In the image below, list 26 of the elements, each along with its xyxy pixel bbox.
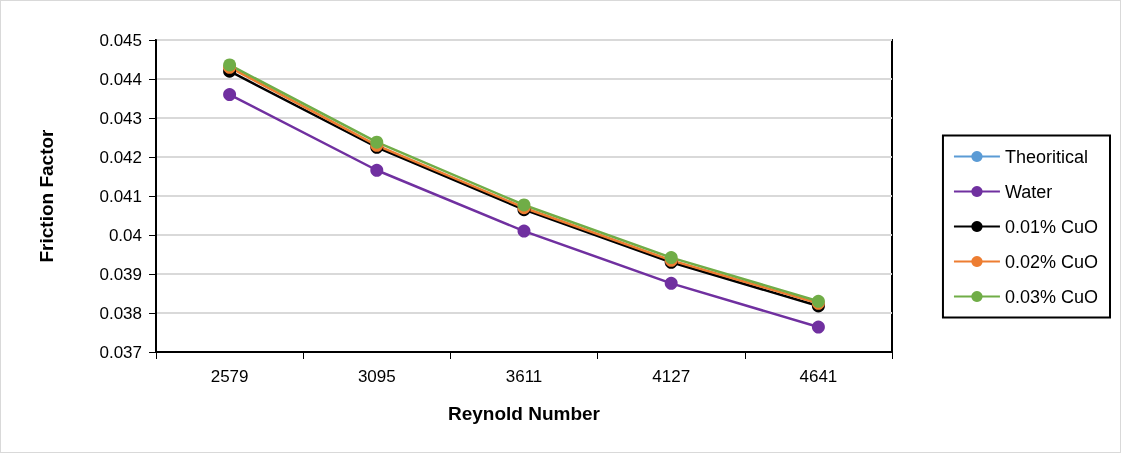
point [223, 88, 237, 102]
x-tick-label: 4641 [799, 367, 838, 386]
y-tick-label: 0.038 [99, 303, 142, 323]
point [811, 320, 825, 334]
y-tick-label: 0.039 [99, 264, 142, 284]
y-axis-title: Friction Factor [36, 128, 57, 263]
x-tick-label: 3611 [505, 367, 543, 386]
x-tick-label: 4127 [652, 367, 691, 386]
x-tick-label: 2579 [210, 367, 249, 386]
legend-label: Theoritical [1004, 146, 1088, 167]
y-tick-label: 0.042 [99, 147, 142, 167]
y-tick-label: 0.043 [99, 108, 142, 128]
y-tick-label: 0.037 [99, 342, 142, 362]
x-tick-label: 3095 [357, 367, 396, 386]
y-tick-label: 0.04 [108, 225, 142, 245]
legend-label: 0.03% CuO [1004, 286, 1099, 307]
x-axis-title: Reynold Number [447, 403, 601, 424]
point [664, 276, 678, 290]
legend-label: 0.02% CuO [1004, 251, 1099, 272]
y-tick-label: 0.041 [99, 186, 142, 206]
legend-label: Water [1004, 181, 1053, 202]
legend-label: 0.01% CuO [1004, 216, 1099, 237]
point [517, 224, 531, 238]
y-tick-label: 0.045 [99, 30, 142, 50]
point [370, 163, 384, 177]
y-tick-label: 0.044 [99, 69, 142, 89]
